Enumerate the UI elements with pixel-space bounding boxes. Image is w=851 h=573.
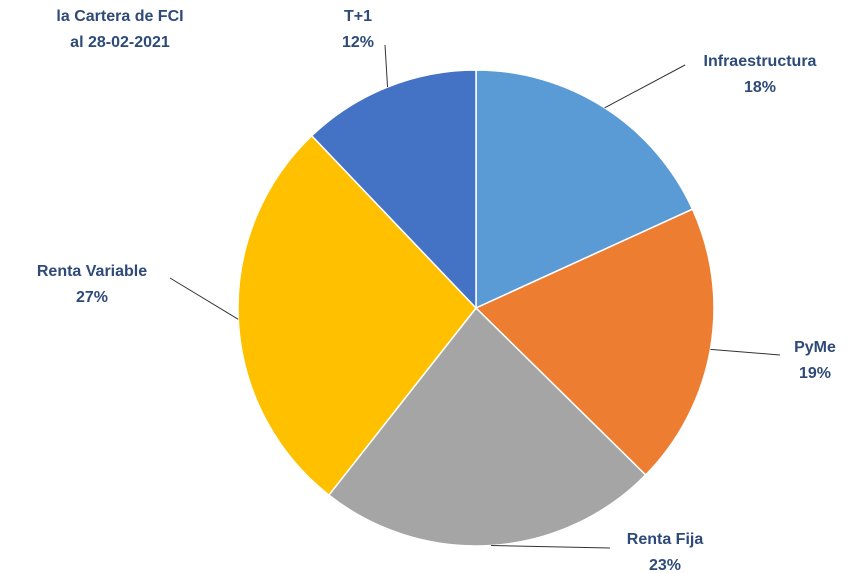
slice-value-label: 12% [342,34,374,51]
slice-label: Renta Variable [37,263,147,280]
slice-label: Renta Fija [627,531,704,548]
slice-label: PyMe [794,339,836,356]
slice-value-label: 19% [799,365,831,382]
leader-line [169,277,239,320]
pie-slice [475,69,694,310]
leader-line [710,348,781,356]
leader-line [604,64,686,109]
slice-value-label: 27% [76,289,108,306]
pie-slice [310,69,477,310]
pie-slice [474,208,715,477]
chart-subtitle: al 28-02-2021 [70,34,170,51]
slice-value-label: 18% [744,79,776,96]
chart-title: la Cartera de FCI [56,8,183,25]
pie-slice [327,306,647,547]
slice-value-label: 23% [649,557,681,573]
leader-line [384,44,389,88]
slice-label: T+1 [344,8,372,25]
slice-label: Infraestructura [704,53,817,70]
leader-line [491,545,611,549]
